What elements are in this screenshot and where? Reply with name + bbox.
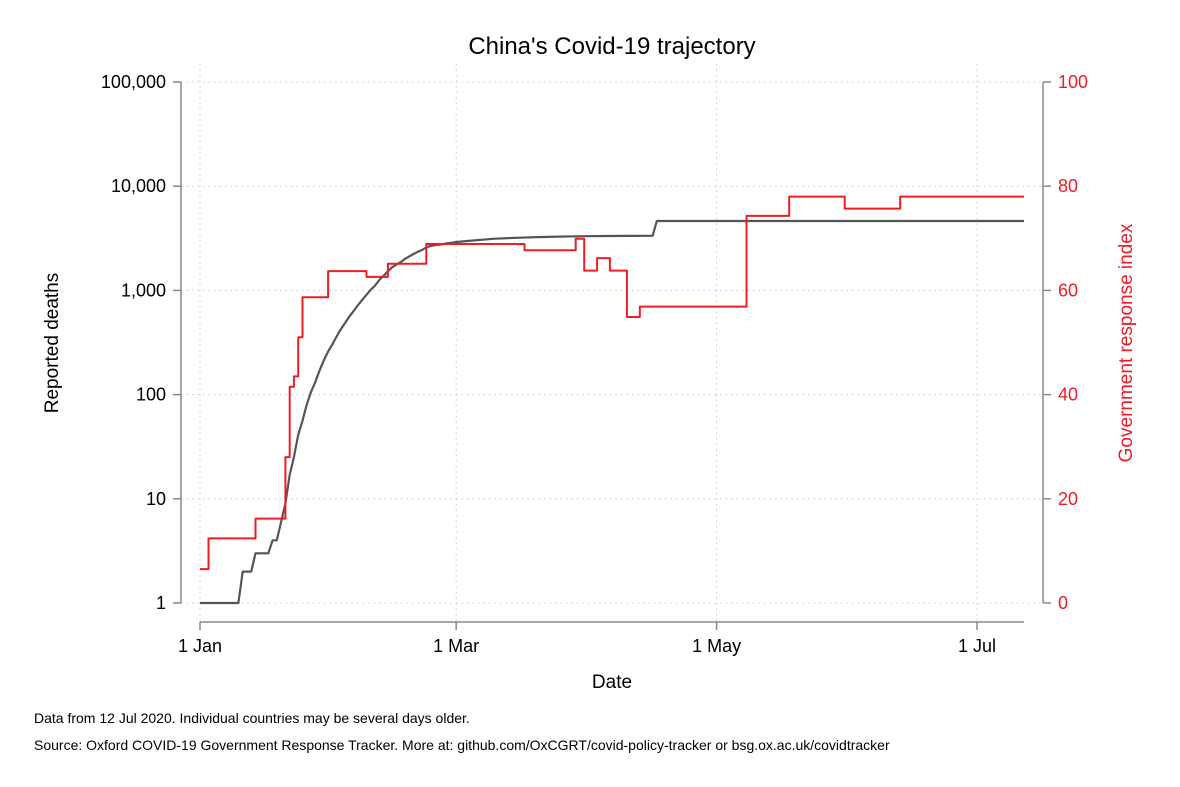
axes	[173, 81, 1051, 630]
gridlines	[181, 64, 1043, 622]
x-tick-label: 1 Jul	[958, 636, 996, 656]
source-note: Source: Oxford COVID-19 Government Respo…	[34, 737, 890, 753]
y2-tick-label: 60	[1058, 280, 1078, 300]
y-tick-label: 10	[146, 489, 166, 509]
x-tick-label: 1 May	[692, 636, 741, 656]
x-tick-label: 1 Mar	[433, 636, 479, 656]
y-tick-label: 100	[136, 385, 166, 405]
deaths-line	[200, 219, 1024, 605]
y-tick-label: 1,000	[121, 280, 166, 300]
response-index-line	[200, 195, 1024, 571]
tick-labels: 1 10 100 1,000 10,000 100,000 0 20 40 60 80 100 1 Ja…	[101, 72, 1088, 656]
y2-tick-label: 100	[1058, 72, 1088, 92]
series-lines	[200, 195, 1024, 605]
y-tick-label: 10,000	[111, 176, 166, 196]
y-tick-label: 100,000	[101, 72, 166, 92]
y2-tick-label: 0	[1058, 593, 1068, 613]
x-tick-label: 1 Jan	[178, 636, 222, 656]
x-axis-label: Date	[592, 672, 632, 693]
y-tick-label: 1	[156, 593, 166, 613]
y2-axis-label: Government response index	[1116, 223, 1137, 462]
y2-tick-label: 40	[1058, 385, 1078, 405]
y-axis-label: Reported deaths	[42, 273, 63, 414]
chart-title: China's Covid-19 trajectory	[468, 33, 755, 60]
y2-tick-label: 80	[1058, 176, 1078, 196]
y2-tick-label: 20	[1058, 489, 1078, 509]
data-date-note: Data from 12 Jul 2020. Individual countr…	[34, 710, 470, 726]
